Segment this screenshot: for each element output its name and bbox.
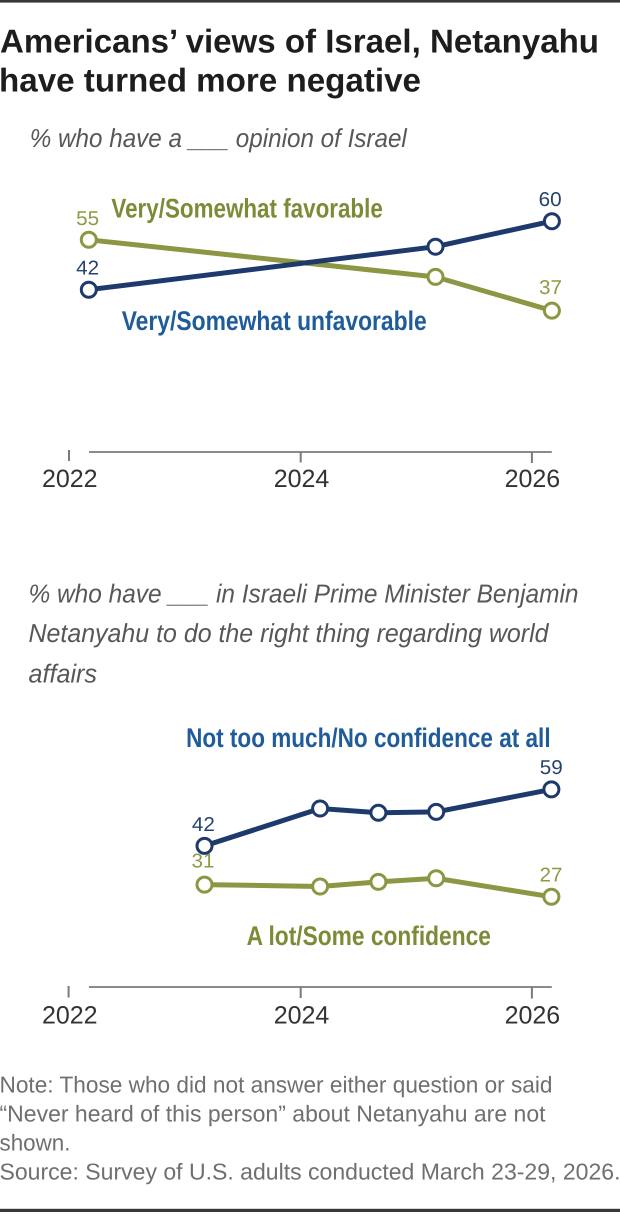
svg-text:% who have a ___ opinion of Is: % who have a ___ opinion of Israel (30, 123, 408, 153)
svg-text:2026: 2026 (505, 1002, 561, 1030)
svg-text:Netanyahu to do the right thin: Netanyahu to do the right thing regardin… (29, 618, 550, 648)
svg-text:Note: Those who did not answer: Note: Those who did not answer either qu… (0, 1072, 553, 1098)
svg-text:31: 31 (192, 850, 215, 872)
svg-text:Very/Somewhat unfavorable: Very/Somewhat unfavorable (122, 306, 427, 336)
svg-text:42: 42 (192, 814, 215, 836)
svg-text:37: 37 (539, 277, 562, 299)
svg-text:A lot/Some confidence: A lot/Some confidence (247, 921, 491, 951)
svg-text:27: 27 (540, 865, 563, 887)
svg-text:60: 60 (539, 189, 562, 211)
svg-text:affairs: affairs (29, 658, 98, 688)
svg-text:2024: 2024 (274, 1002, 330, 1030)
svg-text:59: 59 (540, 757, 563, 779)
svg-text:2026: 2026 (505, 465, 561, 493)
svg-text:2022: 2022 (42, 1002, 98, 1030)
svg-text:Not too much/No confidence at: Not too much/No confidence at all (186, 723, 550, 753)
svg-text:have turned more negative: have turned more negative (0, 62, 421, 99)
svg-text:2022: 2022 (42, 465, 98, 493)
svg-text:Americans’ views of Israel, Ne: Americans’ views of Israel, Netanyahu (0, 22, 599, 59)
svg-text:Source: Survey of U.S. adults: Source: Survey of U.S. adults conducted … (0, 1158, 620, 1184)
svg-text:Very/Somewhat favorable: Very/Somewhat favorable (111, 194, 382, 224)
svg-text:2024: 2024 (274, 465, 330, 493)
svg-text:% who have ___ in Israeli Prim: % who have ___ in Israeli Prime Minister… (29, 579, 579, 609)
svg-text:shown.: shown. (0, 1129, 71, 1155)
svg-text:55: 55 (76, 208, 99, 230)
svg-text:“Never heard of this person” a: “Never heard of this person” about Netan… (0, 1101, 546, 1127)
svg-text:42: 42 (76, 258, 99, 280)
